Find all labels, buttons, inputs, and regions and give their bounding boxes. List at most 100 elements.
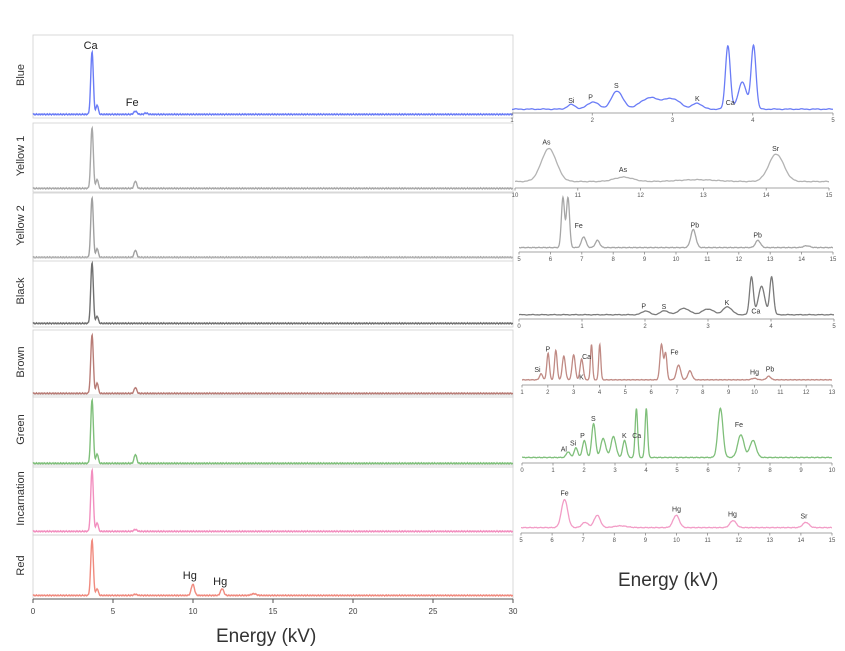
inset-peak-label-green-0: Al (561, 446, 568, 453)
inset-x-tick-label-brown-1: 1 (520, 390, 524, 396)
inset-x-tick-label-brown-9: 9 (727, 390, 731, 396)
inset-peak-label-brown-0: Si (534, 367, 541, 374)
inset-peak-label-brown-5: Hg (750, 369, 759, 376)
row-label-incarnation: Incarnation (15, 471, 27, 525)
inset-x-tick-label-brown-4: 4 (598, 390, 602, 396)
row-label-brown: Brown (15, 346, 27, 377)
inset-x-tick-label-yellow-2-5: 5 (517, 257, 521, 263)
spectrum-line-blue (32, 49, 514, 117)
inset-x-tick-label-brown-5: 5 (624, 390, 628, 396)
row-frame-red (32, 534, 514, 600)
inset-x-tick-label-incarnation-8: 8 (613, 538, 617, 544)
inset-x-tick-label-yellow-2-10: 10 (673, 257, 680, 263)
inset-x-tick-label-black-1: 1 (580, 324, 584, 330)
inset-x-tick-label-incarnation-6: 6 (550, 538, 554, 544)
peak-label-blue-0: Ca (84, 40, 99, 52)
inset-peak-label-blue-4: Ca (726, 100, 735, 107)
main-x-axis-title: Energy (kV) (216, 626, 317, 647)
inset-peak-label-blue-0: Si (568, 98, 575, 105)
row-label-green: Green (15, 414, 27, 445)
inset-x-tick-label-yellow-1-15: 15 (826, 193, 833, 199)
main-x-tick-label-25: 25 (429, 607, 438, 616)
inset-peak-label-green-5: Ca (632, 433, 641, 440)
inset-x-axis-title: Energy (kV) (618, 570, 719, 591)
inset-peak-label-yellow-2-1: Pb (691, 222, 700, 229)
inset-spectrum-line-yellow-2 (519, 194, 833, 249)
inset-peak-label-yellow-1-2: Sr (772, 146, 780, 153)
inset-spectrum-line-blue (512, 43, 833, 111)
main-x-tick-label-15: 15 (269, 607, 278, 616)
inset-spectrum-line-brown (522, 342, 832, 381)
inset-peak-label-incarnation-1: Hg (672, 506, 681, 513)
main-x-tick-label-20: 20 (349, 607, 358, 616)
inset-x-tick-label-yellow-2-15: 15 (830, 257, 837, 263)
inset-peak-label-blue-2: S (614, 83, 619, 90)
row-frame-yellow-1 (32, 122, 514, 193)
inset-x-tick-label-brown-11: 11 (777, 390, 784, 396)
inset-x-tick-label-green-3: 3 (613, 468, 617, 474)
inset-peak-label-green-4: K (622, 433, 627, 440)
inset-x-tick-label-green-5: 5 (675, 468, 679, 474)
inset-peak-label-green-3: S (591, 416, 596, 423)
inset-peak-label-yellow-2-2: Pb (753, 233, 762, 240)
inset-x-tick-label-yellow-1-14: 14 (763, 193, 770, 199)
inset-x-tick-label-yellow-2-13: 13 (767, 257, 774, 263)
spectrum-line-black (32, 260, 514, 326)
inset-x-tick-label-blue-1: 1 (510, 118, 514, 124)
inset-x-tick-label-green-0: 0 (520, 468, 524, 474)
row-label-yellow-2: Yellow 2 (15, 205, 27, 246)
spectrum-line-yellow-2 (32, 195, 514, 260)
inset-x-tick-label-blue-2: 2 (591, 118, 595, 124)
inset-x-tick-label-yellow-1-12: 12 (637, 193, 644, 199)
inset-x-tick-label-incarnation-10: 10 (673, 538, 680, 544)
inset-x-tick-label-brown-3: 3 (572, 390, 576, 396)
row-frame-green (32, 394, 514, 468)
spectrum-line-brown (32, 332, 514, 396)
inset-peak-label-black-2: K (725, 300, 730, 307)
main-x-tick-label-10: 10 (189, 607, 198, 616)
inset-x-tick-label-green-1: 1 (551, 468, 555, 474)
inset-x-tick-label-green-10: 10 (829, 468, 836, 474)
inset-x-tick-label-brown-6: 6 (649, 390, 653, 396)
inset-x-tick-label-brown-8: 8 (701, 390, 705, 396)
inset-x-tick-label-yellow-2-14: 14 (798, 257, 805, 263)
inset-x-tick-label-black-3: 3 (706, 324, 710, 330)
inset-x-tick-label-yellow-1-13: 13 (700, 193, 707, 199)
peak-label-red-1: Hg (213, 576, 227, 588)
inset-peak-label-black-1: S (662, 304, 667, 311)
inset-peak-label-incarnation-0: Fe (560, 491, 568, 498)
row-label-yellow-1: Yellow 1 (15, 136, 27, 177)
inset-x-tick-label-blue-4: 4 (751, 118, 755, 124)
inset-x-tick-label-yellow-2-8: 8 (612, 257, 616, 263)
main-x-tick-label-30: 30 (509, 607, 518, 616)
inset-x-tick-label-green-8: 8 (768, 468, 772, 474)
inset-x-tick-label-black-0: 0 (517, 324, 521, 330)
inset-x-tick-label-yellow-1-10: 10 (512, 193, 519, 199)
inset-x-tick-label-incarnation-11: 11 (704, 538, 711, 544)
row-label-blue: Blue (15, 64, 27, 86)
inset-peak-label-brown-6: Pb (766, 367, 775, 374)
inset-x-tick-label-brown-7: 7 (675, 390, 679, 396)
spectrum-line-yellow-1 (32, 125, 514, 191)
inset-peak-label-green-6: Fe (735, 422, 743, 429)
inset-spectrum-line-black (519, 275, 834, 316)
spectrum-line-green (32, 397, 514, 466)
inset-spectrum-line-yellow-1 (515, 147, 829, 183)
inset-x-tick-label-yellow-2-11: 11 (704, 257, 711, 263)
inset-x-tick-label-brown-13: 13 (829, 390, 836, 396)
inset-spectrum-line-incarnation (521, 498, 832, 529)
inset-x-tick-label-incarnation-15: 15 (829, 538, 836, 544)
inset-x-tick-label-green-7: 7 (737, 468, 741, 474)
inset-peak-label-black-3: Ca (751, 308, 760, 315)
inset-peak-label-brown-3: K (579, 375, 584, 382)
spectrum-line-red (32, 537, 514, 598)
inset-peak-label-incarnation-2: Hg (728, 512, 737, 519)
inset-x-tick-label-incarnation-14: 14 (798, 538, 805, 544)
row-frame-yellow-2 (32, 192, 514, 262)
row-frame-incarnation (32, 464, 514, 536)
inset-x-tick-label-incarnation-5: 5 (519, 538, 523, 544)
inset-peak-label-yellow-2-0: Fe (575, 223, 583, 230)
row-frame-black (32, 257, 514, 328)
spectrum-line-incarnation (32, 467, 514, 534)
